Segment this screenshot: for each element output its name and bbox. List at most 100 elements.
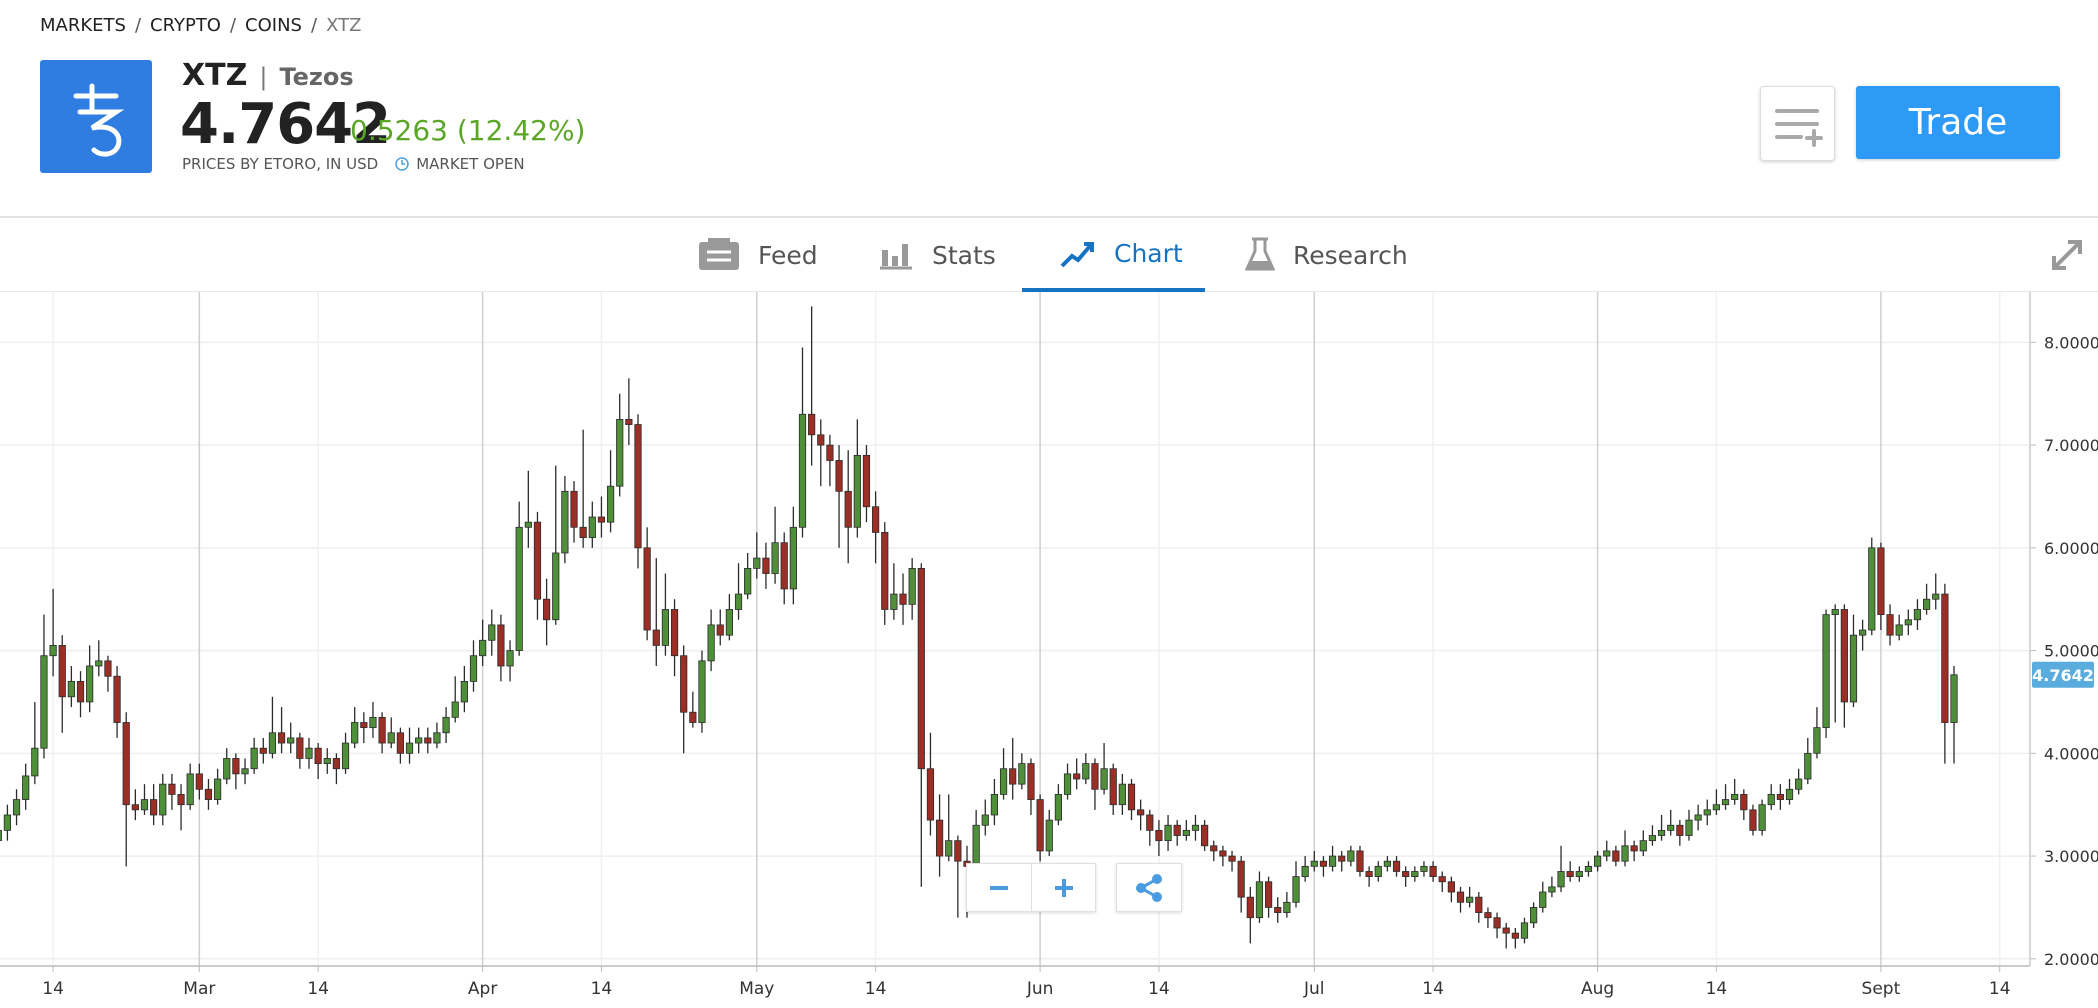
candle-body: [1027, 763, 1035, 800]
candle-body: [561, 490, 569, 554]
candle-body: [396, 732, 404, 754]
candle-body: [1731, 794, 1739, 800]
candle-body: [1109, 768, 1117, 806]
candle-body: [104, 660, 112, 677]
chart-icon: [1060, 242, 1094, 268]
trade-button[interactable]: Trade: [1856, 86, 2060, 159]
candle-body: [351, 722, 359, 744]
tab[interactable]: Feed: [698, 218, 818, 292]
candle-body: [670, 609, 679, 657]
candle-body: [268, 732, 277, 754]
price-change: 0.5263 (12.42%): [350, 114, 586, 147]
candle-body: [415, 737, 423, 744]
candle-body: [451, 701, 459, 718]
candle-body: [926, 768, 935, 821]
breadcrumb: MARKETS / CRYPTO / COINS / XTZ: [40, 15, 362, 36]
x-tick-label: 14: [1148, 979, 1170, 999]
x-tick-label: 14: [1706, 979, 1728, 999]
zoom-out-button[interactable]: [967, 864, 1031, 911]
candle-body: [1493, 917, 1501, 929]
candle-body: [835, 460, 843, 492]
candle-body: [1164, 824, 1172, 842]
candle-body: [789, 526, 797, 590]
tab[interactable]: Chart: [1022, 218, 1205, 292]
watchlist-button[interactable]: [1760, 86, 1835, 161]
candle-body: [1621, 845, 1629, 862]
candle-body: [186, 773, 194, 806]
candle-body: [1283, 901, 1291, 913]
fullscreen-button[interactable]: [2050, 238, 2084, 272]
tab[interactable]: Research: [1245, 218, 1408, 292]
candle-body: [1054, 794, 1062, 821]
candle-body: [1036, 799, 1044, 852]
candle-body: [3, 814, 12, 831]
candle-body: [1539, 891, 1547, 908]
candle-body: [1155, 829, 1163, 842]
candle-body: [58, 645, 66, 698]
zoom-in-button[interactable]: [1031, 864, 1095, 911]
research-icon: [1245, 237, 1275, 271]
x-tick-label: 14: [591, 979, 613, 999]
candle-body: [890, 593, 898, 610]
y-tick-label: 4.0000: [2044, 744, 2098, 763]
share-button[interactable]: [1117, 864, 1181, 911]
candle-body: [597, 516, 606, 523]
candle-body: [515, 526, 523, 651]
candle-body: [1712, 804, 1721, 811]
candle-body: [999, 768, 1008, 795]
candle-body: [780, 542, 788, 590]
candle-body: [1566, 871, 1574, 878]
candle-body: [1018, 763, 1026, 785]
candle-body: [1657, 829, 1666, 836]
candle-body: [808, 413, 816, 436]
candle-body: [1795, 778, 1803, 790]
candle-body: [753, 557, 761, 569]
tab[interactable]: Stats: [878, 218, 996, 292]
minus-icon: [990, 885, 1008, 890]
candle-body: [1402, 871, 1410, 878]
candle-body: [49, 645, 57, 657]
candle-body: [643, 547, 651, 631]
candle-body: [1438, 876, 1446, 883]
candle-body: [1237, 860, 1245, 898]
candle-body: [122, 722, 130, 806]
candle-body: [177, 794, 185, 806]
candle-body: [899, 593, 907, 605]
candle-body: [533, 521, 542, 600]
instrument: XTZ | Tezos: [182, 58, 354, 93]
candle-body: [1328, 855, 1337, 867]
candle-body: [460, 680, 468, 703]
candle-body: [844, 490, 852, 528]
candle-body: [625, 419, 633, 425]
candle-body: [524, 521, 532, 528]
x-tick-label: 14: [42, 979, 64, 999]
candle-body: [1091, 763, 1099, 790]
candle-body: [917, 567, 925, 770]
candle-body: [305, 747, 313, 759]
candle-body: [1840, 609, 1848, 703]
candle-body: [497, 624, 505, 667]
candle-body: [314, 747, 322, 764]
crumb[interactable]: COINS: [245, 15, 302, 36]
candle-body: [1895, 624, 1903, 636]
candle-body: [232, 758, 240, 775]
feed-icon: [699, 238, 739, 270]
crumb[interactable]: MARKETS: [40, 15, 126, 36]
candle-body: [387, 732, 395, 744]
y-tick-label: 5.0000: [2044, 642, 2098, 661]
candle-body: [1191, 824, 1200, 831]
candle-body: [935, 819, 944, 857]
candle-body: [277, 732, 286, 744]
candle-body: [204, 788, 213, 800]
crumb[interactable]: CRYPTO: [150, 15, 221, 36]
candle-body: [661, 609, 670, 646]
candle-body: [86, 665, 94, 703]
x-tick-label: Jun: [1026, 979, 1054, 999]
candle-body: [1941, 593, 1949, 723]
candle-body: [214, 778, 222, 800]
candle-body: [40, 655, 48, 749]
share-icon: [1136, 873, 1162, 902]
candle-body: [1009, 768, 1017, 785]
candle-body: [424, 737, 432, 744]
